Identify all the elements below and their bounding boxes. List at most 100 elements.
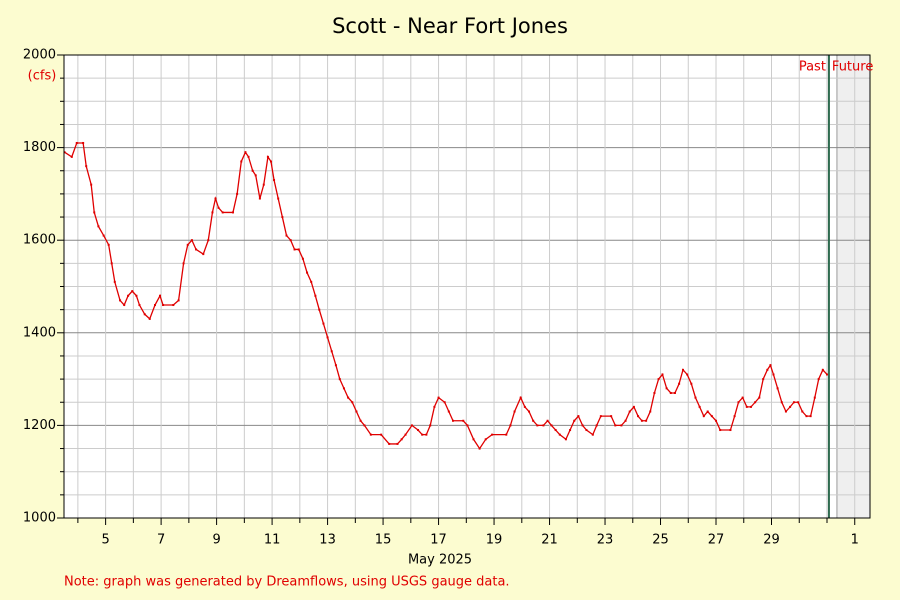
flow-point [119,299,122,302]
flow-point [70,155,73,158]
x-tick-label: 15 [375,533,392,548]
flow-point [505,433,508,436]
flow-point [825,373,828,376]
flow-point [573,419,576,422]
flow-point [262,183,265,186]
flow-point [673,391,676,394]
flow-point [509,424,512,427]
x-tick-label: 23 [597,533,614,548]
y-tick-label: 1600 [23,233,56,248]
flow-point [776,387,779,390]
flow-point [314,294,317,297]
flow-point [102,234,105,237]
flow-point [821,368,824,371]
flow-point [766,368,769,371]
flow-point [661,373,664,376]
flow-point [131,290,134,293]
flow-point [143,313,146,316]
x-axis-label: May 2025 [408,553,472,568]
flow-point [681,368,684,371]
flow-point [82,141,85,144]
flow-point [148,317,151,320]
flow-point [123,304,126,307]
x-tick-label: 13 [319,533,336,548]
flow-point [792,401,795,404]
flow-point [591,433,594,436]
future-label: Future [832,60,873,75]
flow-point [653,391,656,394]
flow-point [669,391,672,394]
flow-point [251,169,254,172]
flow-point [564,438,567,441]
flow-point [758,396,761,399]
flow-point [425,433,428,436]
x-tick-label: 19 [486,533,503,548]
flow-point [610,415,613,418]
flow-point [338,378,341,381]
flow-point [221,211,224,214]
flow-point [417,429,420,432]
flow-point [528,410,531,413]
flow-point [478,447,481,450]
note: Note: graph was generated by Dreamflows,… [64,575,510,590]
flow-point [113,280,116,283]
flow-point [351,401,354,404]
flow-point [733,415,736,418]
flow-point [706,410,709,413]
flow-point [437,396,440,399]
flow-point [110,262,113,265]
flow-point [632,405,635,408]
flow-point [710,415,713,418]
flow-point [138,304,141,307]
flow-point [472,438,475,441]
flow-point [780,401,783,404]
flow-point [273,179,276,182]
flow-point [182,262,185,265]
past-label: Past [799,60,826,75]
flow-point [433,405,436,408]
flow-point [536,424,539,427]
flow-point [690,382,693,385]
plot-frame [63,54,871,519]
flow-point [754,401,757,404]
flow-point [135,294,138,297]
flow-point [162,304,165,307]
flow-point [244,151,247,154]
flow-point [443,401,446,404]
flow-point [186,243,189,246]
flow-point [90,183,93,186]
flow-point [813,396,816,399]
flow-point [649,410,652,413]
flow-point [359,419,362,422]
flow-point [388,442,391,445]
marks [63,55,830,518]
flow-point [550,424,553,427]
flow-point [85,165,88,168]
flow-point [678,382,681,385]
flow-point [466,424,469,427]
flow-point [569,429,572,432]
flow-point [97,225,100,228]
flow-point [698,405,701,408]
flow-point [429,424,432,427]
flow-point [523,405,526,408]
flow-point [462,419,465,422]
flow-point [686,373,689,376]
flow-point [801,410,804,413]
flow-point [421,433,424,436]
x-tick-label: 29 [763,533,780,548]
flow-point [158,294,161,297]
x-tick-label: 5 [101,533,109,548]
flow-point [404,433,407,436]
flow-point [719,429,722,432]
flow-point [400,438,403,441]
flow-point [211,211,214,214]
flow-point [154,304,157,307]
flow-point [310,280,313,283]
flow-point [240,160,243,163]
flow-point [640,419,643,422]
flow-point [306,271,309,274]
flow-point [363,424,366,427]
flow-point [762,378,765,381]
